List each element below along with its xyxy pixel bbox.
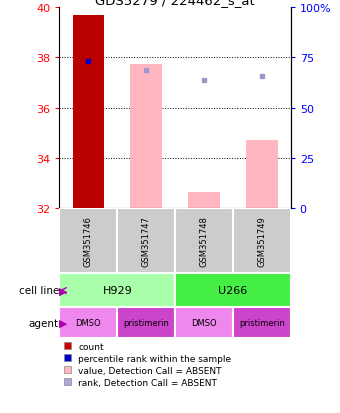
Bar xyxy=(117,209,175,274)
Title: GDS5279 / 224462_s_at: GDS5279 / 224462_s_at xyxy=(95,0,255,7)
Bar xyxy=(188,192,220,209)
Text: DMSO: DMSO xyxy=(75,319,101,328)
Text: GSM351746: GSM351746 xyxy=(84,216,93,266)
Text: agent: agent xyxy=(29,318,59,328)
Bar xyxy=(175,209,233,274)
Text: GSM351748: GSM351748 xyxy=(200,216,208,266)
Text: ▶: ▶ xyxy=(59,286,68,296)
Bar xyxy=(130,64,162,209)
Text: pristimerin: pristimerin xyxy=(123,319,169,328)
Text: pristimerin: pristimerin xyxy=(239,319,285,328)
Legend: count, percentile rank within the sample, value, Detection Call = ABSENT, rank, : count, percentile rank within the sample… xyxy=(64,342,232,387)
Text: DMSO: DMSO xyxy=(191,319,217,328)
Text: H929: H929 xyxy=(102,286,132,296)
Bar xyxy=(117,308,175,339)
Text: cell line: cell line xyxy=(19,286,59,296)
Text: GSM351747: GSM351747 xyxy=(142,216,151,266)
Bar xyxy=(246,141,278,209)
Bar xyxy=(59,209,117,274)
Text: U266: U266 xyxy=(218,286,248,296)
Bar xyxy=(233,209,291,274)
Bar xyxy=(175,274,291,308)
Bar xyxy=(72,16,104,209)
Text: GSM351749: GSM351749 xyxy=(257,216,266,266)
Bar xyxy=(59,274,175,308)
Bar xyxy=(233,308,291,339)
Text: ▶: ▶ xyxy=(59,318,68,328)
Bar xyxy=(175,308,233,339)
Bar xyxy=(59,308,117,339)
